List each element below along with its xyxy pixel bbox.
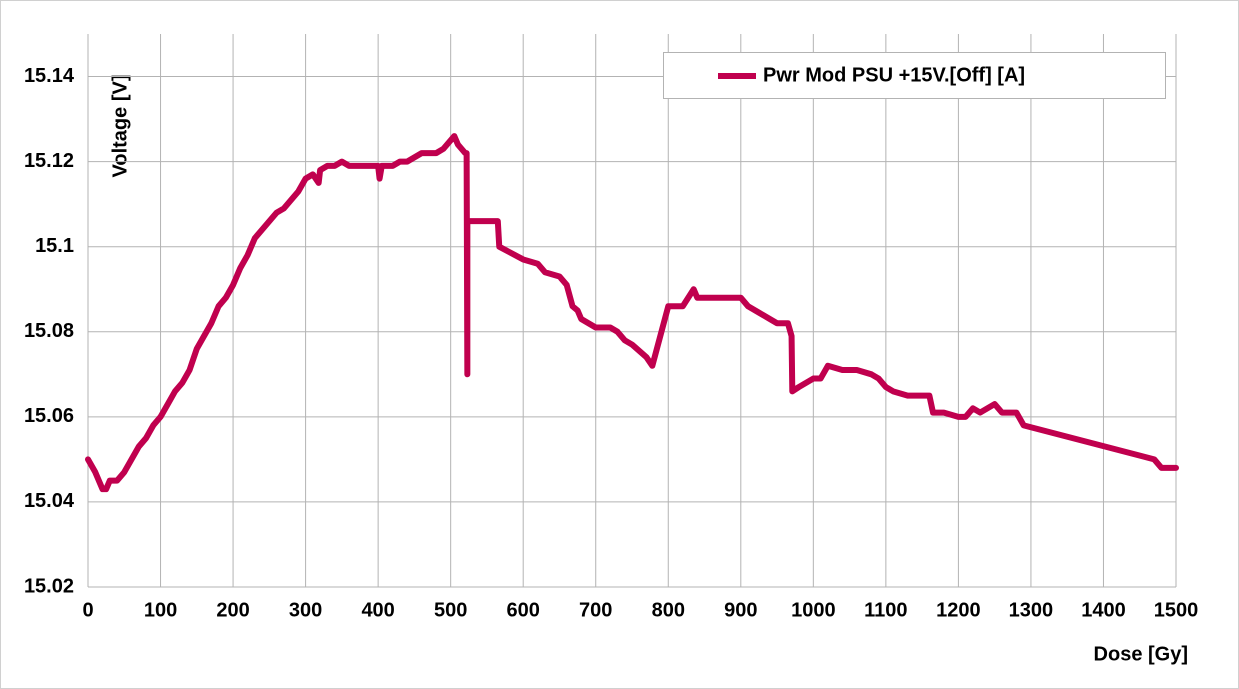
x-tick-label: 1500 — [1154, 599, 1199, 621]
x-tick-label: 1000 — [791, 599, 836, 621]
y-tick-label: 15.04 — [24, 490, 75, 512]
data-line — [85, 133, 1179, 493]
x-tick-label: 500 — [434, 599, 467, 621]
x-tick-label: 800 — [652, 599, 685, 621]
x-tick-label: 0 — [82, 599, 93, 621]
x-tick-label: 400 — [361, 599, 394, 621]
legend-label: Pwr Mod PSU +15V.[Off] [A] — [763, 64, 1025, 86]
y-tick-label: 15.12 — [24, 150, 74, 172]
x-tick-label: 300 — [289, 599, 322, 621]
x-tick-label: 900 — [724, 599, 757, 621]
y-tick-label: 15.1 — [35, 235, 74, 257]
x-axis-label: Dose [Gy] — [1094, 643, 1188, 665]
x-tick-label: 1200 — [936, 599, 981, 621]
x-tick-label: 200 — [216, 599, 249, 621]
y-axis-label: Voltage [V] — [109, 75, 131, 178]
x-tick-label: 1100 — [864, 599, 907, 621]
y-tick-label: 15.08 — [24, 320, 74, 342]
y-tick-label: 15.14 — [24, 65, 75, 87]
x-tick-label: 700 — [579, 599, 612, 621]
x-tick-label: 600 — [507, 599, 540, 621]
x-tick-label: 1300 — [1009, 599, 1054, 621]
x-tick-label: 1400 — [1081, 599, 1126, 621]
y-tick-label: 15.02 — [24, 575, 74, 597]
y-tick-label: 15.06 — [24, 405, 74, 427]
x-tick-label: 100 — [144, 599, 177, 621]
